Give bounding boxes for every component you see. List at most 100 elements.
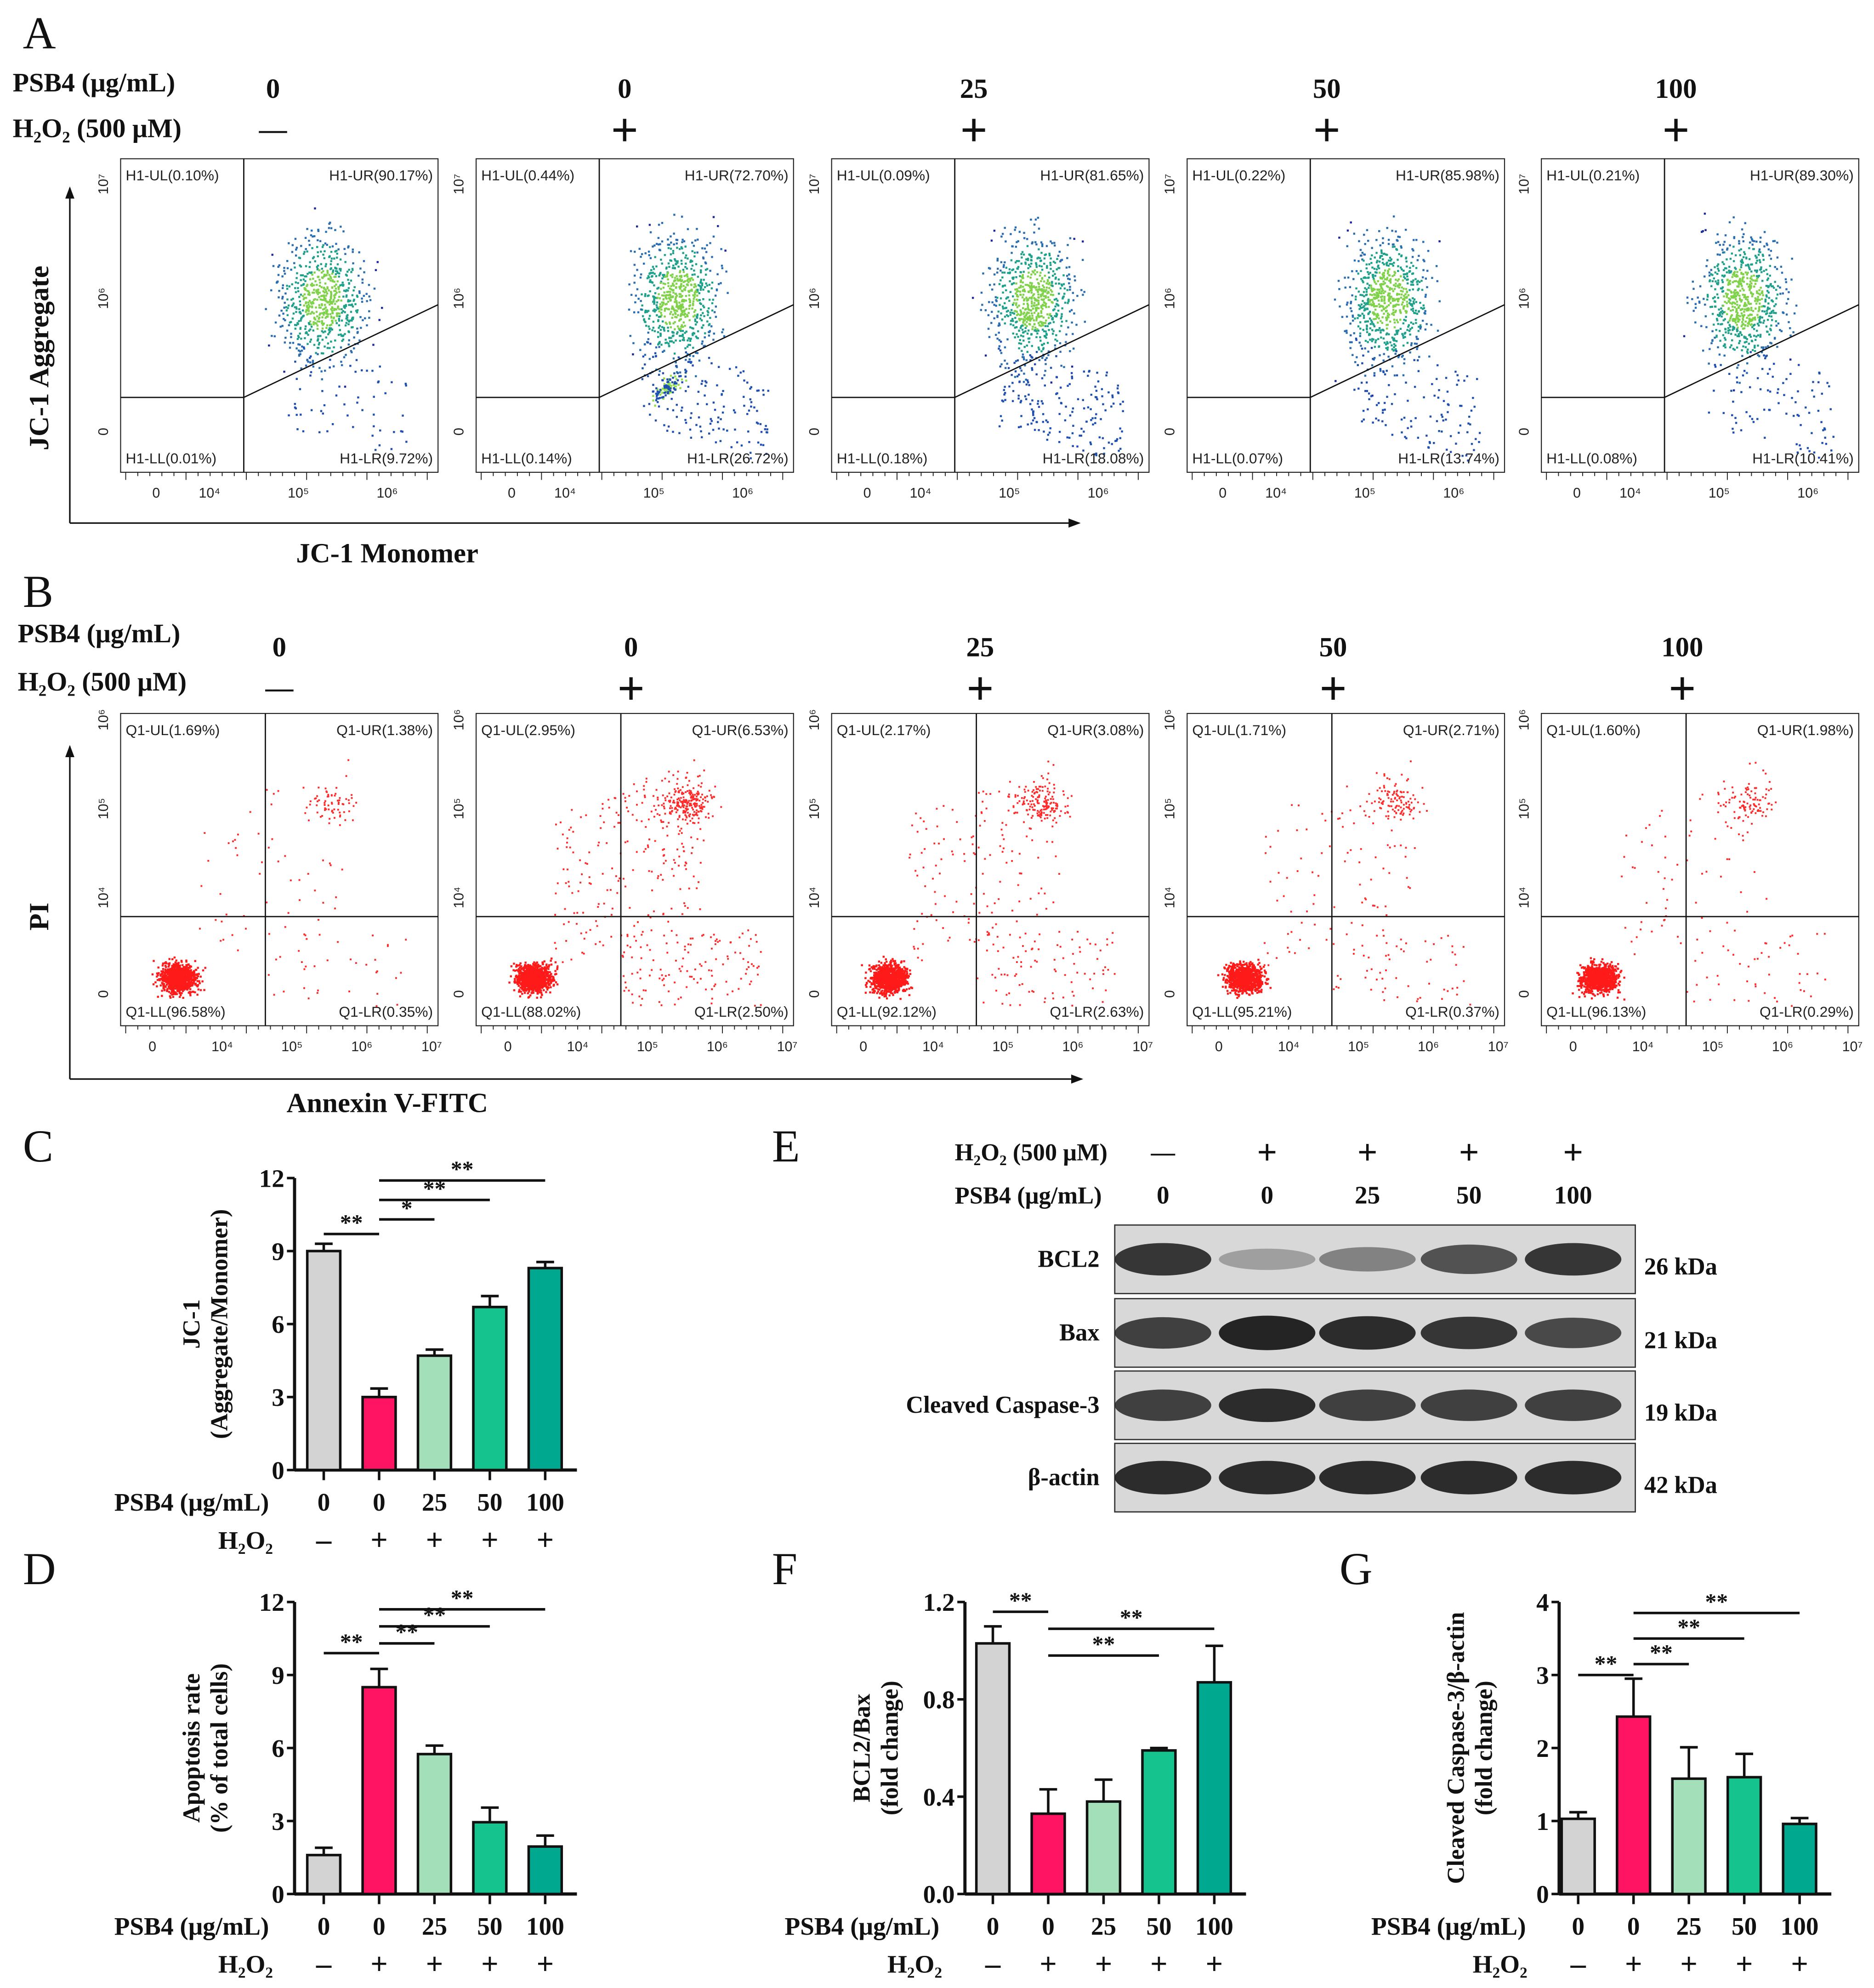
event-dot bbox=[640, 273, 642, 276]
event-dot bbox=[1371, 254, 1373, 257]
event-dot bbox=[1790, 278, 1793, 281]
event-dot bbox=[1068, 282, 1070, 284]
event-dot bbox=[1805, 406, 1807, 409]
event-dot bbox=[1735, 317, 1738, 319]
event-dot bbox=[1046, 292, 1049, 295]
event-dot bbox=[1832, 436, 1834, 438]
event-dot bbox=[1740, 283, 1743, 285]
event-dot bbox=[1047, 296, 1050, 299]
quadrant-ul-label: H1-UL(0.22%) bbox=[1192, 167, 1285, 183]
event-dot bbox=[1739, 299, 1741, 301]
event-dot bbox=[676, 260, 679, 262]
event-dot bbox=[1823, 428, 1826, 430]
event-dot bbox=[1372, 274, 1374, 276]
event-dots bbox=[628, 214, 769, 459]
event-dot bbox=[189, 965, 191, 967]
event-dot bbox=[298, 308, 301, 310]
x-tick-label: 10⁵ bbox=[1354, 485, 1375, 501]
event-dot bbox=[1758, 309, 1760, 311]
event-dot bbox=[646, 277, 649, 279]
event-dot bbox=[1458, 431, 1460, 434]
event-dot bbox=[645, 324, 647, 327]
event-dot bbox=[1119, 447, 1122, 450]
event-dot bbox=[681, 333, 684, 336]
event-dot bbox=[308, 300, 311, 302]
event-dot bbox=[1405, 256, 1408, 259]
event-dot bbox=[1016, 294, 1018, 296]
event-dot bbox=[683, 288, 686, 290]
event-dot bbox=[312, 302, 315, 305]
event-dot bbox=[1782, 382, 1784, 384]
event-dot bbox=[692, 278, 694, 281]
event-dot bbox=[1711, 313, 1714, 315]
event-dot bbox=[1071, 377, 1073, 379]
event-dot bbox=[364, 317, 366, 320]
event-dot bbox=[1391, 230, 1393, 232]
event-dot bbox=[1030, 262, 1033, 265]
event-dot bbox=[1734, 306, 1736, 308]
event-dot bbox=[1821, 442, 1823, 444]
event-dot bbox=[330, 267, 332, 270]
event-dot bbox=[321, 320, 323, 323]
event-dot bbox=[667, 278, 669, 281]
event-dot bbox=[165, 983, 168, 986]
event-dot bbox=[1083, 291, 1085, 293]
event-dot bbox=[1421, 289, 1424, 291]
event-dot bbox=[1726, 302, 1728, 304]
event-dot bbox=[285, 306, 288, 308]
event-dot bbox=[300, 266, 302, 268]
event-dot bbox=[1027, 304, 1029, 306]
event-dot bbox=[333, 290, 335, 292]
event-dot bbox=[657, 343, 659, 345]
event-dot bbox=[169, 997, 172, 999]
event-dot bbox=[306, 228, 308, 230]
event-dot bbox=[680, 304, 683, 306]
event-dot bbox=[1355, 339, 1357, 341]
event-dot bbox=[1736, 323, 1738, 326]
event-dot bbox=[1367, 298, 1369, 300]
event-dot bbox=[1398, 253, 1400, 255]
event-dot bbox=[1045, 282, 1048, 284]
event-dot bbox=[1730, 344, 1732, 346]
event-dot bbox=[1096, 372, 1098, 374]
event-dot bbox=[649, 290, 651, 293]
event-dot bbox=[644, 293, 647, 295]
event-dot bbox=[1395, 248, 1397, 250]
event-dot bbox=[1376, 297, 1378, 300]
event-dot bbox=[634, 250, 636, 253]
event-dot bbox=[1415, 239, 1418, 241]
event-dot bbox=[1031, 241, 1034, 244]
event-dot bbox=[325, 300, 328, 303]
event-dot bbox=[335, 288, 337, 290]
event-dot bbox=[321, 272, 323, 274]
event-dot bbox=[1711, 280, 1714, 283]
event-dot bbox=[654, 296, 656, 299]
event-dot bbox=[1405, 381, 1407, 384]
event-dot bbox=[1730, 296, 1733, 299]
event-dot bbox=[1758, 289, 1760, 291]
event-dot bbox=[373, 413, 375, 416]
event-dot bbox=[1406, 296, 1408, 298]
event-dot bbox=[1766, 290, 1769, 292]
event-dot bbox=[670, 398, 673, 400]
event-dot bbox=[311, 302, 313, 304]
event-dot bbox=[1409, 328, 1412, 330]
event-dot bbox=[1414, 385, 1416, 388]
event-dot bbox=[712, 216, 715, 218]
event-dot bbox=[710, 287, 713, 289]
event-dot bbox=[1372, 301, 1374, 303]
event-dot bbox=[749, 387, 751, 390]
event-dot bbox=[1397, 329, 1400, 332]
event-dot bbox=[381, 306, 383, 309]
event-dot bbox=[1349, 341, 1352, 344]
event-dot bbox=[1397, 304, 1400, 306]
event-dot bbox=[1390, 295, 1392, 298]
event-dot bbox=[697, 238, 699, 241]
event-dot bbox=[639, 349, 642, 351]
event-dot bbox=[1056, 376, 1058, 379]
event-dot bbox=[743, 396, 745, 398]
y-tick-label: 10⁶ bbox=[1162, 288, 1178, 309]
event-dot bbox=[1023, 315, 1026, 318]
event-dot bbox=[297, 343, 300, 345]
event-dot bbox=[1045, 363, 1047, 365]
